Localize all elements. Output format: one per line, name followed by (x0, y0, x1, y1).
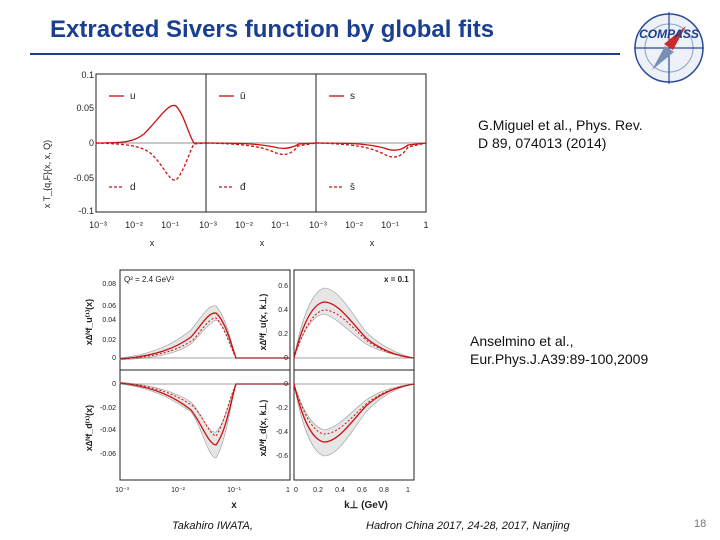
fig1-s-curve (315, 142, 427, 151)
title-divider (30, 53, 620, 55)
fig1-xtick: 10⁻³ (199, 220, 217, 230)
fig2-ytick: 0 (112, 381, 116, 388)
slide-title: Extracted Sivers function by global fits (50, 16, 495, 43)
fig2-panel-right-bottom: 0 -0.2 -0.4 -0.6 x∆ᴺf_d(x, k⊥) 0 0.2 0.4… (258, 369, 415, 511)
fig2-ytick: -0.6 (276, 453, 288, 460)
fig2-ytick: -0.02 (100, 405, 116, 412)
fig2-q2-label: Q² = 2.4 GeV² (124, 275, 174, 284)
footer-conference: Hadron China 2017, 24-28, 2017, Nanjing (366, 520, 570, 532)
fig2-ytick: 0.2 (278, 331, 288, 338)
fig1-sbar-curve (315, 142, 427, 158)
fig2-ylabel: x∆ᴺf_u(x, k⊥) (258, 294, 268, 351)
fig1-xtick: 10⁻¹ (161, 220, 179, 230)
fig2-ytick: 0.06 (102, 303, 116, 310)
fig1-dbar-curve (205, 142, 317, 156)
fig1-xlabel: x (150, 238, 155, 248)
fig2-xlabel: k⊥ (GeV) (344, 500, 388, 511)
fig2-ytick: 0 (112, 355, 116, 362)
fig1-xtick: 10⁻² (125, 220, 143, 230)
fig2-ytick: -0.04 (100, 427, 116, 434)
fig1-legend-label: ū (240, 91, 246, 102)
fig1-legend-label: s̄ (350, 182, 355, 193)
fig1-xtick: 10⁻¹ (381, 220, 399, 230)
fig2-xtick: 1 (406, 487, 410, 494)
fig2-xtick: 10⁻² (171, 487, 185, 494)
fig2-ytick: 0 (284, 355, 288, 362)
fig2-ytick: -0.4 (276, 429, 288, 436)
fig1-legend-label: s (350, 91, 355, 102)
fig1-xtick: 10⁻² (235, 220, 253, 230)
fig2-ytick: 0.6 (278, 283, 288, 290)
fig1-ytick: -0.05 (73, 173, 94, 183)
fig2-xtick: 0 (294, 487, 298, 494)
fig1-xlabel: x (370, 238, 375, 248)
fig1-d-curve (95, 142, 207, 181)
fig1-xtick: 10⁻³ (309, 220, 327, 230)
fig1-ytick: -0.1 (78, 206, 94, 216)
fig1-xtick: 10⁻² (345, 220, 363, 230)
figure-2-plot: Q² = 2.4 GeV² 0.08 0.06 0.04 0.02 0 x∆ᴺf… (66, 262, 426, 516)
fig1-xtick: 1 (423, 220, 428, 230)
footer-author: Takahiro IWATA, (172, 520, 253, 532)
fig2-ytick: 0.08 (102, 281, 116, 288)
fig1-xtick: 10⁻³ (89, 220, 107, 230)
caption-line: Anselmino et al., (470, 333, 574, 349)
fig1-legend-label: d (130, 182, 136, 193)
fig2-ytick: -0.2 (276, 405, 288, 412)
fig1-xtick: 10⁻¹ (271, 220, 289, 230)
fig2-ytick: 0 (284, 381, 288, 388)
logo-text: COMPASS (639, 27, 699, 41)
fig2-x-label: x = 0.1 (384, 275, 409, 284)
caption-miguel: G.Miguel et al., Phys. Rev. D 89, 074013… (478, 116, 698, 152)
fig2-xtick: 0.6 (357, 487, 367, 494)
fig2-ylabel: x∆ᴺf_u⁽¹⁾(x) (84, 299, 94, 345)
fig2-xlabel: x (231, 500, 237, 511)
fig1-ylabel: x T_{q,F}(x, x, Q) (42, 140, 52, 208)
fig1-panel-3: s s̄ (315, 73, 427, 213)
fig2-ytick: 0.02 (102, 337, 116, 344)
fig2-ytick: 0.4 (278, 307, 288, 314)
compass-logo: COMPASS (628, 4, 710, 88)
fig2-xtick: 10⁻³ (115, 487, 129, 494)
page-number: 18 (694, 518, 707, 530)
caption-line: Eur.Phys.J.A39:89-100,2009 (470, 351, 649, 367)
fig2-ylabel: x∆ᴺf_d(x, k⊥) (258, 400, 268, 457)
fig2-xtick: 0.2 (313, 487, 323, 494)
fig1-xlabel: x (260, 238, 265, 248)
fig2-ylabel: x∆ᴺf_d⁽¹⁾(x) (84, 405, 94, 451)
figure-1-plot: x T_{q,F}(x, x, Q) 0.1 0.05 0 -0.05 -0.1… (34, 64, 444, 260)
fig1-legend-label: đ (240, 182, 246, 193)
caption-line: D 89, 074013 (2014) (478, 135, 607, 151)
fig2-xtick: 10⁻¹ (227, 487, 241, 494)
fig2-ytick: -0.06 (100, 451, 116, 458)
fig2-xtick: 0.4 (335, 487, 345, 494)
caption-line: G.Miguel et al., Phys. Rev. (478, 117, 643, 133)
fig1-ytick: 0.1 (81, 70, 94, 80)
fig1-u-curve (95, 104, 206, 144)
fig2-panel-left-top: Q² = 2.4 GeV² 0.08 0.06 0.04 0.02 0 x∆ᴺf… (84, 269, 291, 371)
fig2-ytick: 0.04 (102, 317, 116, 324)
caption-anselmino: Anselmino et al., Eur.Phys.J.A39:89-100,… (470, 332, 710, 368)
fig1-ytick: 0 (89, 138, 94, 148)
fig2-xtick: 1 (286, 487, 290, 494)
fig2-panel-left-bottom: 0 -0.02 -0.04 -0.06 x∆ᴺf_d⁽¹⁾(x) 10⁻³ 10… (84, 369, 291, 511)
fig2-xtick: 0.8 (379, 487, 389, 494)
fig1-legend-label: u (130, 91, 136, 102)
fig1-ubar-curve (205, 142, 317, 150)
fig1-ytick: 0.05 (76, 103, 94, 113)
